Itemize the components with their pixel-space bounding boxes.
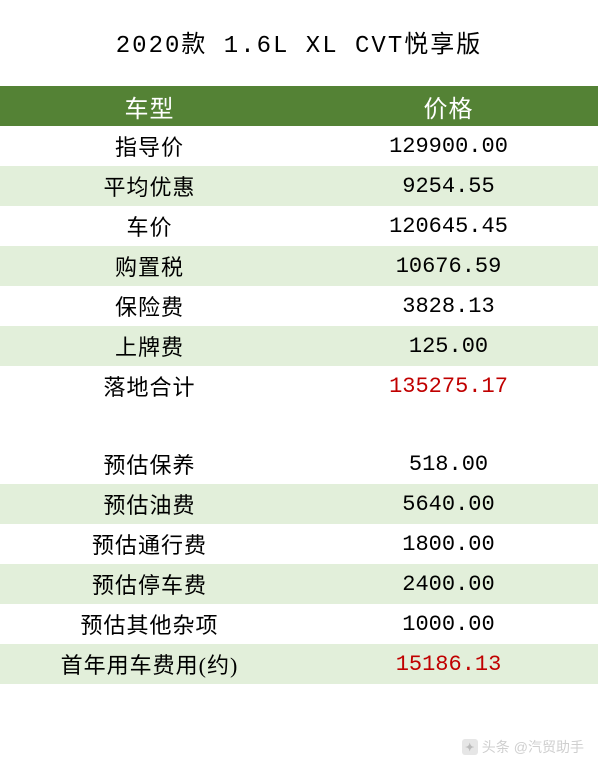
row-label: 上牌费 xyxy=(0,326,299,366)
spacer-cell xyxy=(299,406,598,444)
row-value: 10676.59 xyxy=(299,246,598,286)
page-title: 2020款 1.6L XL CVT悦享版 xyxy=(0,0,598,86)
row-label: 预估保养 xyxy=(0,444,299,484)
row-label: 首年用车费用(约) xyxy=(0,644,299,684)
row-label: 指导价 xyxy=(0,126,299,166)
table-row: 首年用车费用(约)15186.13 xyxy=(0,644,598,684)
table-row: 平均优惠9254.55 xyxy=(0,166,598,206)
spacer-row xyxy=(0,406,598,444)
row-label: 车价 xyxy=(0,206,299,246)
row-value: 15186.13 xyxy=(299,644,598,684)
table-row: 预估通行费1800.00 xyxy=(0,524,598,564)
row-label: 预估油费 xyxy=(0,484,299,524)
table-row: 预估停车费2400.00 xyxy=(0,564,598,604)
row-label: 预估通行费 xyxy=(0,524,299,564)
row-value: 3828.13 xyxy=(299,286,598,326)
row-value: 129900.00 xyxy=(299,126,598,166)
row-label: 预估其他杂项 xyxy=(0,604,299,644)
row-value: 120645.45 xyxy=(299,206,598,246)
watermark-icon: ✦ xyxy=(462,739,478,755)
table-row: 预估其他杂项1000.00 xyxy=(0,604,598,644)
table-row: 预估保养518.00 xyxy=(0,444,598,484)
spacer-cell xyxy=(0,406,299,444)
row-label: 购置税 xyxy=(0,246,299,286)
row-value: 135275.17 xyxy=(299,366,598,406)
row-label: 平均优惠 xyxy=(0,166,299,206)
table-row: 车价120645.45 xyxy=(0,206,598,246)
watermark-handle: @汽贸助手 xyxy=(514,737,584,757)
watermark: ✦ 头条 @汽贸助手 xyxy=(462,737,584,757)
table-row: 指导价129900.00 xyxy=(0,126,598,166)
row-value: 5640.00 xyxy=(299,484,598,524)
row-label: 保险费 xyxy=(0,286,299,326)
table-row: 上牌费125.00 xyxy=(0,326,598,366)
row-value: 125.00 xyxy=(299,326,598,366)
row-value: 518.00 xyxy=(299,444,598,484)
row-label: 落地合计 xyxy=(0,366,299,406)
table-row: 购置税10676.59 xyxy=(0,246,598,286)
row-value: 2400.00 xyxy=(299,564,598,604)
watermark-prefix: 头条 xyxy=(482,737,510,757)
table-row: 保险费3828.13 xyxy=(0,286,598,326)
header-col-model: 车型 xyxy=(0,86,299,126)
table-row: 落地合计135275.17 xyxy=(0,366,598,406)
table-row: 预估油费5640.00 xyxy=(0,484,598,524)
row-value: 1800.00 xyxy=(299,524,598,564)
pricing-table: 车型价格指导价129900.00平均优惠9254.55车价120645.45购置… xyxy=(0,86,598,684)
row-value: 1000.00 xyxy=(299,604,598,644)
table-container: 2020款 1.6L XL CVT悦享版 车型价格指导价129900.00平均优… xyxy=(0,0,598,684)
header-col-price: 价格 xyxy=(299,86,598,126)
row-value: 9254.55 xyxy=(299,166,598,206)
row-label: 预估停车费 xyxy=(0,564,299,604)
table-header-row: 车型价格 xyxy=(0,86,598,126)
